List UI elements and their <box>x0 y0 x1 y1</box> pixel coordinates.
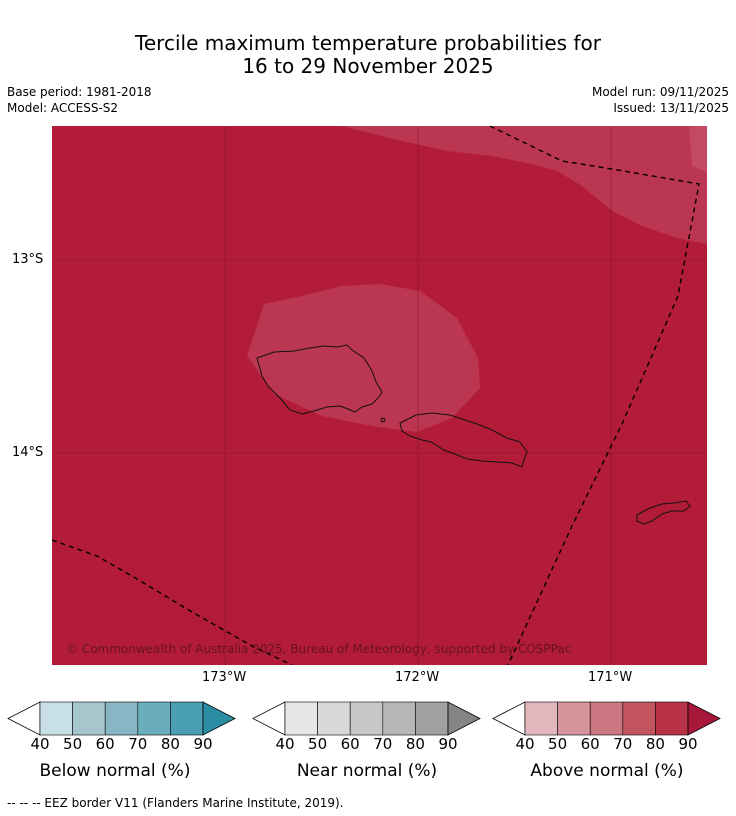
gridlines <box>52 126 707 665</box>
colorbar-below-normal-swatch-80-90 <box>170 701 204 736</box>
colorbar-above-normal-swatch-40-50 <box>524 701 558 736</box>
colorbar-below-normal-swatch-70-80 <box>137 701 171 736</box>
colorbar-below-normal-tick-60: 60 <box>95 735 115 753</box>
colorbar-above-normal-swatch-70-80 <box>622 701 656 736</box>
colorbar-near-normal-tick-40: 40 <box>275 735 295 753</box>
coast-tutuila <box>636 500 691 525</box>
colorbar-below-normal: 40 50 60 70 80 90 Below normal (%) <box>7 701 237 791</box>
colorbar-near-normal: 40 50 60 70 80 90 Near normal (%) <box>252 701 482 791</box>
colorbar-near-normal-swatch-80-90 <box>415 701 449 736</box>
colorbar-below-normal-swatch-40-50 <box>39 701 73 736</box>
colorbar-near-normal-tick-50: 50 <box>308 735 328 753</box>
colorbar-near-normal-extend-high <box>447 701 481 736</box>
colorbar-near-normal-label: Near normal (%) <box>296 761 438 781</box>
colorbar-near-normal-tick-80: 80 <box>405 735 425 753</box>
colorbar-below-normal-tick-50: 50 <box>63 735 83 753</box>
coast-upolu <box>399 412 528 468</box>
colorbar-below-normal-tick-70: 70 <box>128 735 148 753</box>
lon-label-171w: 171°W <box>588 670 633 685</box>
colorbar-above-normal-label: Above normal (%) <box>530 761 684 781</box>
colorbar-near-normal-swatch-40-50 <box>284 701 318 736</box>
eez-line-west <box>52 539 293 665</box>
colorbar-above-normal-swatch-80-90 <box>655 701 689 736</box>
colorbar-below-normal-swatch-50-60 <box>72 701 106 736</box>
eez-borders <box>52 126 700 665</box>
colorbar-above-normal-tick-60: 60 <box>580 735 600 753</box>
colorbar-above-normal-tick-40: 40 <box>515 735 535 753</box>
model-name: Model: ACCESS-S2 <box>7 101 119 115</box>
colorbar-above-normal: 40 50 60 70 80 90 Above normal (%) <box>492 701 722 791</box>
colorbar-below-normal-swatch-60-70 <box>104 701 139 736</box>
colorbar-above-normal-swatch-60-70 <box>589 701 624 736</box>
colorbar-above-normal-tick-50: 50 <box>548 735 568 753</box>
model-run: Model run: 09/11/2025 <box>591 85 729 99</box>
base-period: Base period: 1981-2018 <box>7 85 152 99</box>
chart-title-line1: Tercile maximum temperature probabilitie… <box>135 31 601 55</box>
eez-footnote: -- -- -- EEZ border V11 (Flanders Marine… <box>7 796 344 810</box>
lon-label-173w: 173°W <box>202 670 247 685</box>
colorbar-near-normal-tick-60: 60 <box>340 735 360 753</box>
eez-line-east <box>489 126 700 665</box>
colorbar-above-normal-tick-80: 80 <box>645 735 665 753</box>
colorbar-below-normal-extend-high <box>202 701 236 736</box>
colorbar-near-normal-tick-70: 70 <box>373 735 393 753</box>
colorbar-near-normal-swatch-50-60 <box>317 701 351 736</box>
colorbar-above-normal-extend-high <box>687 701 721 736</box>
coastlines <box>256 344 691 525</box>
colorbar-above-normal-tick-90: 90 <box>678 735 698 753</box>
colorbar-below-normal-tick-40: 40 <box>30 735 50 753</box>
issued-date: Issued: 13/11/2025 <box>613 101 729 115</box>
colorbar-near-normal-extend-low <box>252 701 286 736</box>
coast-manono <box>380 417 386 423</box>
copyright-notice: © Commonwealth of Australia 2025, Bureau… <box>66 642 571 656</box>
colorbar-near-normal-tick-90: 90 <box>438 735 458 753</box>
lat-label-14s: 14°S <box>12 445 44 460</box>
colorbar-below-normal-extend-low <box>7 701 41 736</box>
lon-label-172w: 172°W <box>395 670 440 685</box>
map-field-60-70-corner <box>689 126 707 172</box>
colorbar-below-normal-tick-80: 80 <box>160 735 180 753</box>
colorbar-near-normal-swatch-60-70 <box>349 701 384 736</box>
chart-title-line2: 16 to 29 November 2025 <box>242 54 494 78</box>
colorbar-above-normal-extend-low <box>492 701 526 736</box>
lat-label-13s: 13°S <box>12 252 44 267</box>
colorbar-above-normal-tick-70: 70 <box>613 735 633 753</box>
probability-map: © Commonwealth of Australia 2025, Bureau… <box>52 126 707 665</box>
map-field-70-80-northeast <box>342 126 707 244</box>
colorbar-below-normal-label: Below normal (%) <box>39 761 191 781</box>
colorbar-near-normal-swatch-70-80 <box>382 701 416 736</box>
colorbar-below-normal-tick-90: 90 <box>193 735 213 753</box>
coast-savaii <box>256 344 383 415</box>
colorbar-above-normal-swatch-50-60 <box>557 701 591 736</box>
